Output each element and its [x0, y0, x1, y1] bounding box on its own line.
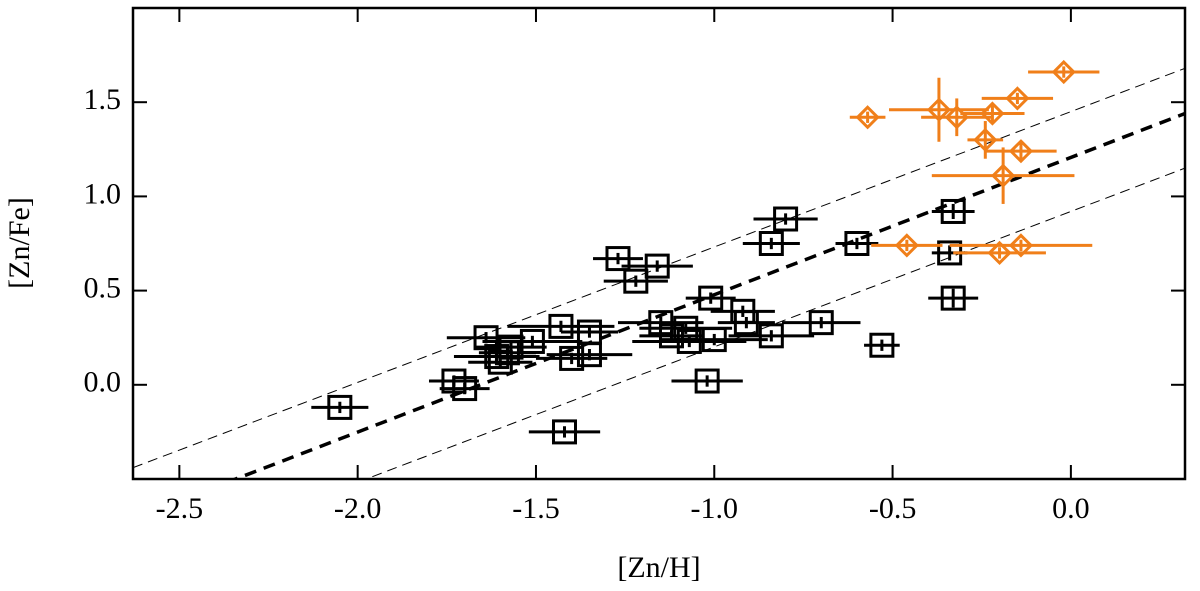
- x-tick-label: -2.0: [334, 492, 382, 525]
- x-axis-label: [Zn/H]: [617, 551, 700, 584]
- point: [758, 323, 784, 349]
- trend-line: [230, 111, 1185, 479]
- point: [452, 376, 478, 402]
- point: [1008, 139, 1034, 164]
- point: [869, 332, 895, 358]
- point: [605, 246, 631, 272]
- x-tick-label: -0.5: [869, 492, 917, 525]
- y-axis-label: [Zn/Fe]: [3, 197, 36, 289]
- point: [658, 323, 684, 349]
- point: [808, 310, 834, 336]
- point: [1008, 233, 1034, 258]
- x-tick-label: -2.5: [156, 492, 204, 525]
- point: [940, 285, 966, 311]
- trend-line: [133, 67, 1185, 469]
- point: [576, 342, 602, 368]
- point: [991, 163, 1016, 188]
- point: [548, 313, 574, 339]
- y-tick-label: 1.5: [84, 83, 122, 116]
- point: [855, 105, 880, 130]
- point: [733, 310, 759, 336]
- point: [940, 198, 966, 224]
- point: [327, 394, 353, 420]
- point: [701, 327, 727, 353]
- y-tick-label: 0.0: [84, 366, 122, 399]
- point: [758, 231, 784, 256]
- x-tick-label: 0.0: [1052, 492, 1090, 525]
- point: [698, 285, 724, 311]
- plot-area: [133, 59, 1185, 479]
- point: [773, 206, 799, 232]
- y-tick-label: 1.0: [84, 177, 122, 210]
- point: [644, 253, 670, 279]
- x-tick-label: -1.5: [512, 492, 560, 525]
- point: [694, 368, 720, 394]
- point: [894, 233, 919, 258]
- point: [623, 268, 649, 294]
- x-tick-label: -1.0: [691, 492, 739, 525]
- point: [676, 328, 702, 354]
- point: [1051, 59, 1076, 85]
- trend-line: [364, 167, 1185, 479]
- point: [559, 345, 585, 371]
- point: [1005, 86, 1030, 111]
- point: [987, 240, 1012, 266]
- point: [926, 97, 952, 122]
- y-tick-label: 0.5: [84, 271, 122, 304]
- point: [519, 328, 545, 354]
- plot-frame: [131, 6, 1187, 481]
- point: [980, 101, 1005, 126]
- point: [551, 419, 577, 445]
- point: [844, 231, 870, 256]
